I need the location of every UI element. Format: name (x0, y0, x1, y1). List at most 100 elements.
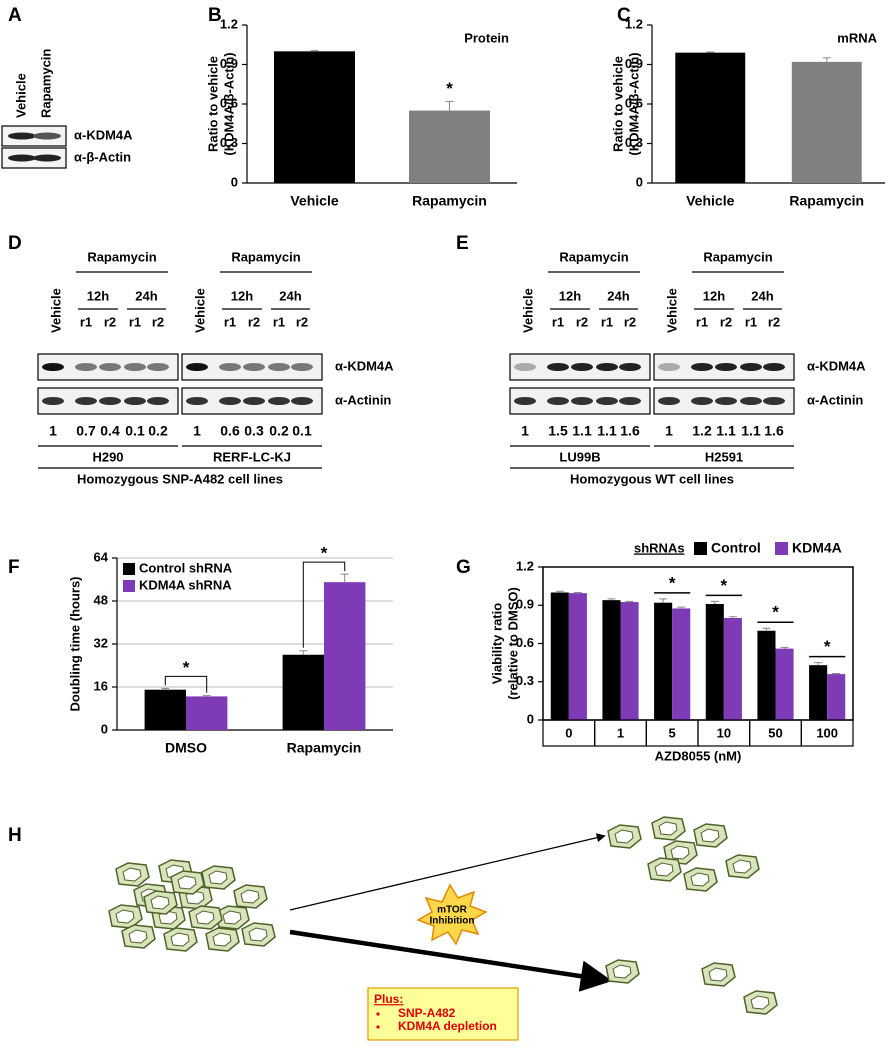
error-bar (607, 598, 616, 601)
replicate-label: r1 (601, 314, 613, 329)
band (715, 363, 737, 371)
y-tick-label: 16 (94, 678, 108, 693)
cell-inner (177, 875, 197, 890)
treatment-label: Rapamycin (87, 249, 156, 264)
cell-inner (248, 927, 268, 942)
cell-inner (612, 964, 632, 979)
condition-box (367, 987, 519, 1041)
panel-letter: C (617, 5, 631, 26)
bar (274, 51, 355, 184)
band (740, 397, 762, 405)
row-label: α-Actinin (807, 392, 863, 407)
bar (827, 674, 846, 720)
error-bar (814, 662, 823, 666)
replicate-label: r2 (576, 314, 588, 329)
replicate-label: r1 (552, 314, 564, 329)
treatment-label: Rapamycin (559, 249, 628, 264)
cell-line-label: H2591 (705, 449, 743, 464)
quantification: 1 (521, 423, 529, 439)
replicate-label: r2 (720, 314, 732, 329)
y-tick-label: 0 (101, 721, 108, 736)
replicate-label: r1 (745, 314, 757, 329)
band (124, 363, 146, 371)
bullet (376, 1012, 380, 1016)
treatment-label: Rapamycin (231, 249, 300, 264)
time-label: 12h (231, 288, 253, 303)
cell-inner (690, 872, 710, 887)
error-bar (659, 598, 668, 603)
y-tick-label: 0.3 (220, 135, 238, 150)
arrow (289, 929, 613, 992)
y-tick-label: 0.3 (625, 135, 643, 150)
x-tick-label: 100 (816, 725, 838, 740)
band (658, 363, 680, 371)
error-bar (555, 590, 564, 593)
error-bar (728, 616, 737, 618)
band (596, 363, 618, 371)
x-tick-label: DMSO (165, 740, 207, 756)
lane-label: Vehicle (520, 288, 535, 333)
band (691, 363, 713, 371)
time-label: 12h (703, 288, 725, 303)
row-label: α-Actinin (335, 392, 391, 407)
y-tick-label: 0.3 (516, 673, 534, 688)
bar (144, 689, 186, 730)
y-axis-label: Viability ratio (489, 603, 504, 684)
panel-letter: D (8, 233, 22, 254)
significance: * (824, 637, 831, 656)
x-tick-label: Vehicle (290, 193, 338, 209)
quantification: 0.4 (100, 423, 120, 439)
band (514, 397, 536, 405)
cell-inner (128, 929, 148, 944)
bar (675, 52, 746, 184)
replicate-label: r2 (624, 314, 636, 329)
y-tick-label: 32 (94, 635, 108, 650)
band (124, 397, 146, 405)
panel-letter: B (208, 5, 222, 26)
cell-inner (222, 910, 242, 925)
replicate-label: r2 (152, 314, 164, 329)
quantification: 0.6 (220, 423, 240, 439)
error-bar (677, 606, 686, 609)
legend-swatch (123, 563, 135, 575)
lane-label: Rapamycin (38, 49, 53, 118)
band (691, 397, 713, 405)
error-bar (832, 672, 841, 675)
time-label: 24h (607, 288, 629, 303)
band (219, 363, 241, 371)
cell-inner (670, 845, 690, 860)
box-item: SNP-A482 (398, 1006, 456, 1020)
annotation: mRNA (837, 30, 877, 45)
cell-inner (614, 829, 634, 844)
y-tick-label: 0 (231, 174, 238, 189)
bar (705, 603, 724, 720)
quantification: 1.2 (692, 423, 712, 439)
bar (550, 592, 569, 720)
y-tick-label: 0.9 (625, 56, 643, 71)
replicate-label: r1 (273, 314, 285, 329)
quantification: 1.6 (620, 423, 640, 439)
row-label: α-KDM4A (807, 358, 866, 373)
y-tick-label: 0.6 (516, 635, 534, 650)
band (291, 397, 313, 405)
legend-box (120, 560, 242, 596)
cell-line-label: H290 (92, 449, 123, 464)
error-bar (299, 650, 308, 655)
y-tick-label: 64 (94, 549, 109, 564)
quantification: 0.3 (244, 423, 264, 439)
error-bar (310, 50, 319, 52)
band (763, 363, 785, 371)
y-tick-label: 0.9 (516, 597, 534, 612)
blot-footer: Homozygous SNP-A482 cell lines (77, 471, 283, 486)
row-label: α-KDM4A (335, 358, 394, 373)
bar (757, 630, 776, 720)
bar (186, 696, 228, 730)
time-label: 24h (135, 288, 157, 303)
x-tick-label: Vehicle (686, 193, 734, 209)
quantification: 0.1 (292, 423, 312, 439)
panel-letter: G (456, 557, 471, 578)
band (619, 363, 641, 371)
arrow (289, 833, 606, 911)
band (596, 397, 618, 405)
